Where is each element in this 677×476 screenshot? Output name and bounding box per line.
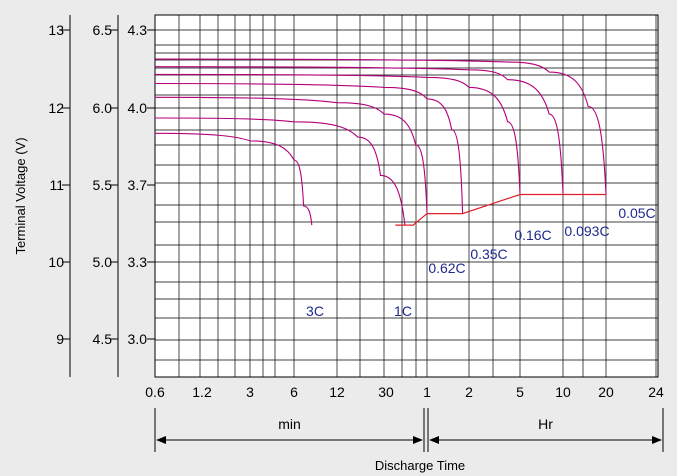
grid (154, 14, 659, 378)
curve-0_16C (154, 73, 521, 195)
y-tick-label: 10 (48, 254, 64, 270)
arrow-head-right (413, 436, 423, 444)
x-tick-label: 6 (290, 384, 298, 400)
y-tick-label: 9 (56, 331, 64, 347)
unit-label: Hr (538, 416, 553, 432)
x-tick-label: 2 (465, 384, 473, 400)
x-tick-labels: 0.6 1.2 3 6 12 30 1 2 5 10 20 24 (145, 384, 664, 400)
x-tick-label: 3 (246, 384, 254, 400)
cutoff-voltage-line (395, 193, 606, 226)
curve-0_62C (154, 96, 428, 214)
axes: 13 12 11 10 9 6.5 6.0 5.5 5.0 4.5 4.3 4.0 3.7 3.3 3.0 (48, 15, 156, 377)
series-label: 0.05C (618, 205, 655, 221)
discharge-curves (154, 58, 607, 226)
unit-label: min (278, 416, 301, 432)
x-tick-label: 1 (423, 384, 431, 400)
x-tick-label: 10 (555, 384, 571, 400)
series-label: 0.35C (470, 246, 507, 262)
x-tick-label: 1.2 (192, 384, 212, 400)
arrow-head-right (652, 436, 662, 444)
series-label: 0.16C (514, 227, 551, 243)
plot-area (155, 15, 658, 377)
curve-3C (154, 132, 313, 226)
series-label: 1C (394, 303, 412, 319)
curve-1C (154, 117, 406, 226)
y-tick-label: 4.5 (93, 331, 113, 347)
curve-0_35C (154, 82, 464, 214)
y-tick-label: 13 (48, 22, 64, 38)
y-tick-label: 12 (48, 100, 64, 116)
x-tick-label: 20 (598, 384, 614, 400)
y-tick-label: 5.5 (93, 177, 113, 193)
x-tick-label: 24 (648, 384, 664, 400)
y-tick-label: 3.0 (128, 331, 148, 347)
series-label: 0.62C (428, 260, 465, 276)
x-tick-label: 5 (516, 384, 524, 400)
y-tick-label: 4.0 (128, 100, 148, 116)
curve-0_05C (154, 58, 607, 195)
curve-0_093C (154, 66, 564, 195)
y-tick-label: 3.7 (128, 177, 148, 193)
series-label: 3C (306, 303, 324, 319)
y-tick-label: 6.0 (93, 100, 113, 116)
y-tick-label: 6.5 (93, 22, 113, 38)
y-tick-label: 11 (49, 177, 64, 193)
x-tick-label: 12 (329, 384, 345, 400)
x-tick-label: 0.6 (145, 384, 165, 400)
arrow-head-left (429, 436, 439, 444)
x-axis-title: Discharge Time (375, 458, 465, 473)
y-tick-label: 3.3 (128, 254, 148, 270)
arrow-head-left (156, 436, 166, 444)
unit-groups: min Hr (154, 408, 664, 452)
x-tick-label: 30 (378, 384, 394, 400)
series-label: 0.093C (564, 223, 609, 239)
y-axis-title: Terminal Voltage (V) (13, 137, 28, 254)
y-tick-label: 4.3 (128, 22, 148, 38)
y-tick-label: 5.0 (93, 254, 113, 270)
series-labels: 3C 1C 0.62C 0.35C 0.16C 0.093C 0.05C (306, 205, 656, 319)
